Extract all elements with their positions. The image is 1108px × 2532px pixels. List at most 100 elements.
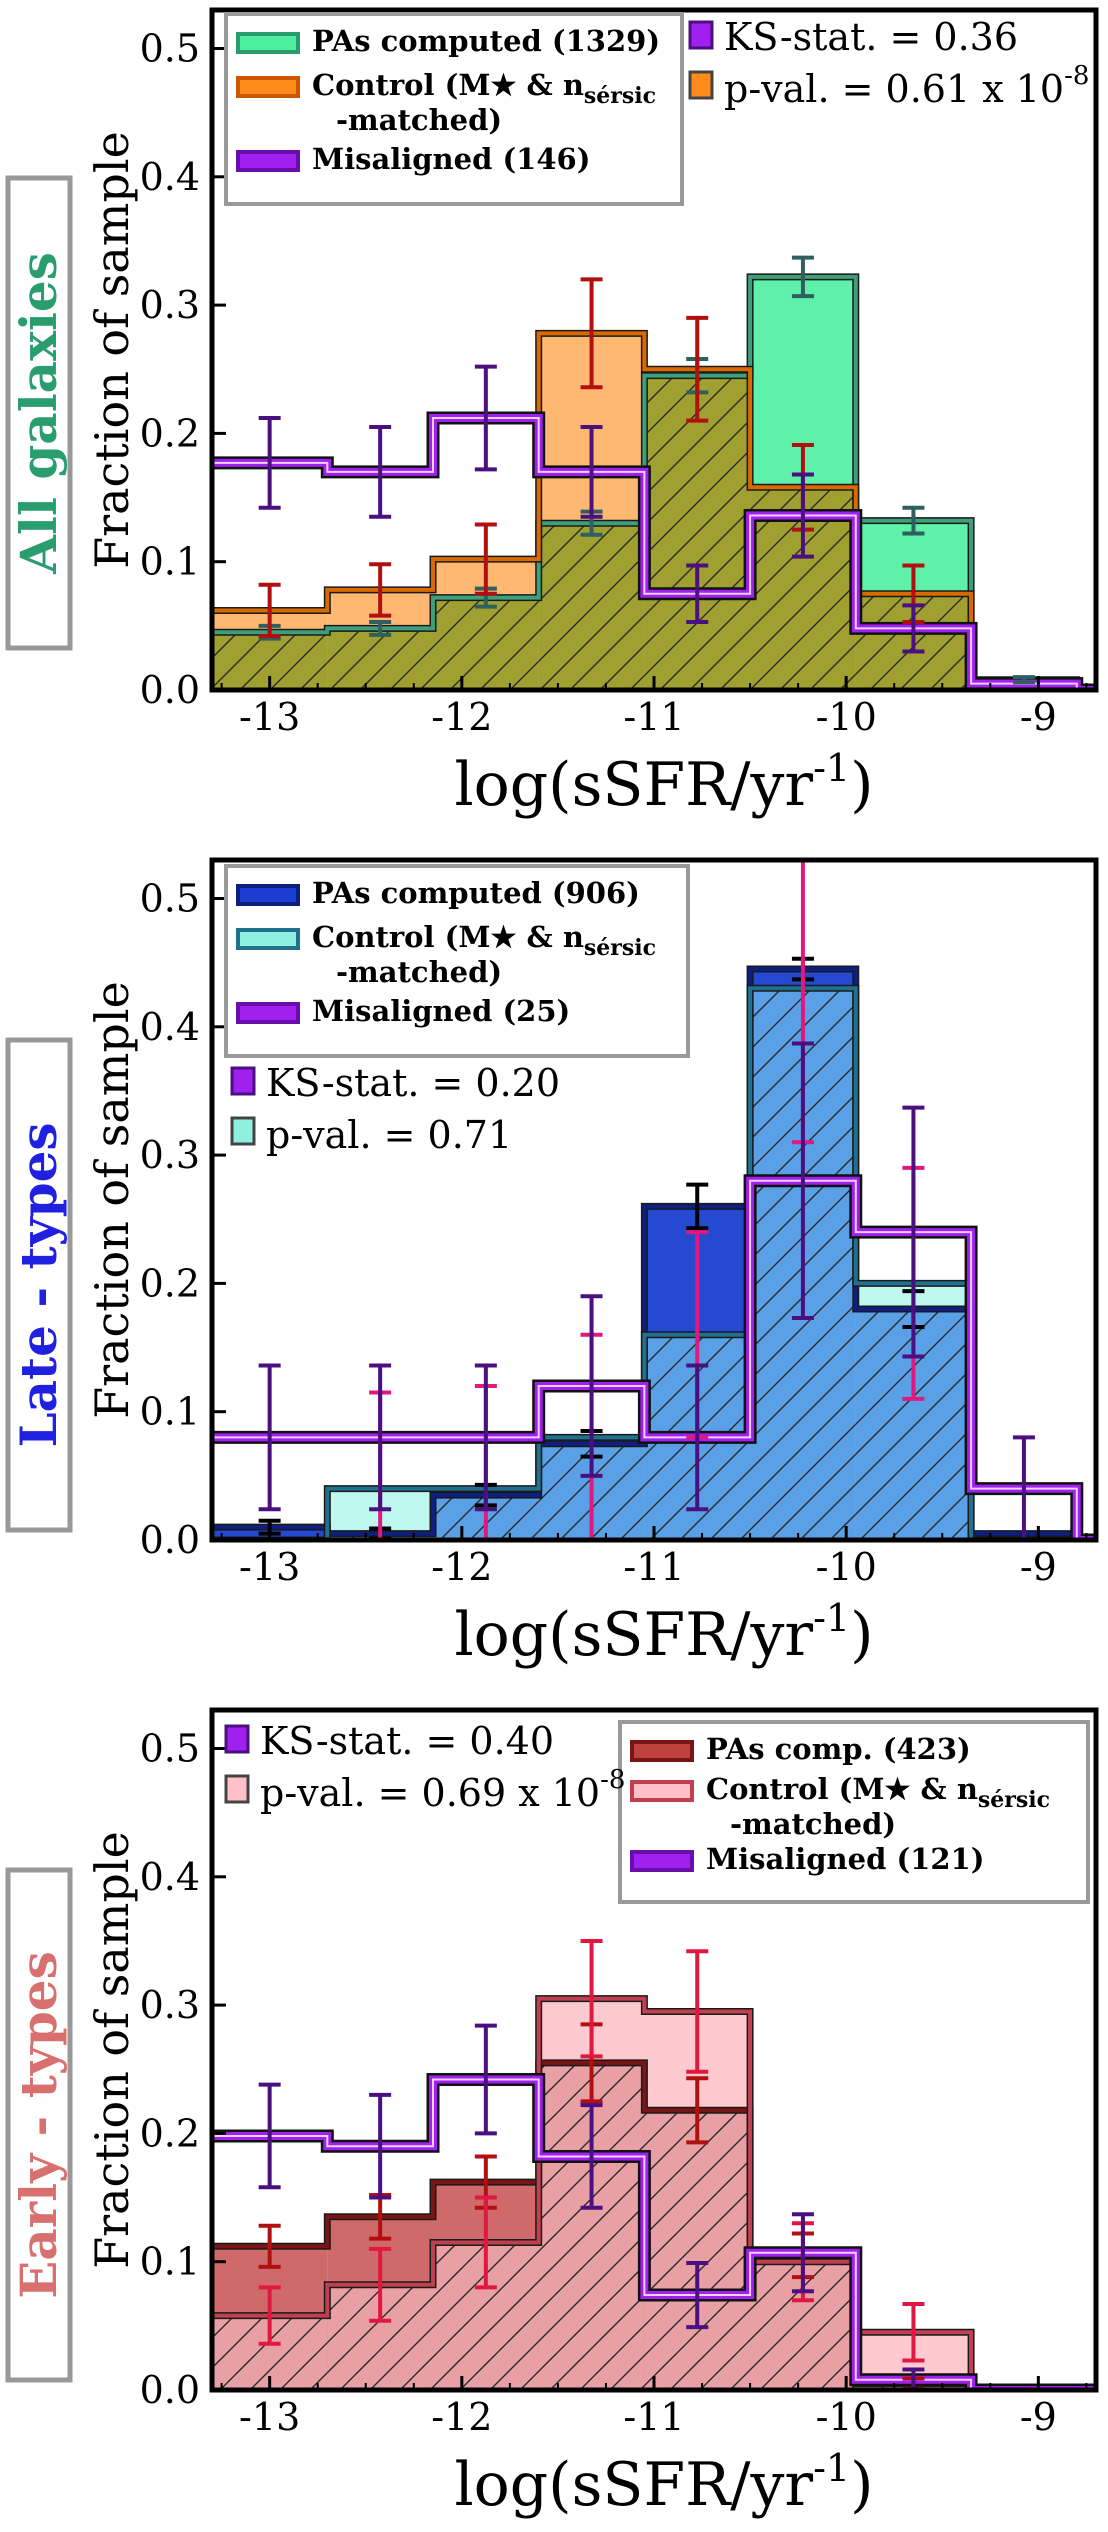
y-axis-title: Fraction of sample	[85, 1831, 139, 2269]
x-axis-title-sup: -1	[813, 746, 850, 790]
legend-label-sub: sérsic	[584, 935, 656, 961]
row-label-text: Late - types	[9, 1122, 68, 1447]
error-bar	[902, 603, 925, 654]
y-tick-label: 0.2	[140, 2111, 200, 2155]
legend-label-main: Control (M★ & n	[312, 68, 584, 102]
plot-area: -13 -12 -11 -10 -9 0.0 0.1 0.2 0.3 0.4 0.5 log(sSFR…	[140, 7, 1099, 820]
y-tick-label: 0.5	[140, 26, 200, 70]
panel-late-types: Late - types Fraction of sample -13 -12 -1…	[5, 857, 1099, 1670]
y-tick-label: 0.3	[140, 1983, 200, 2027]
error-bar	[474, 1363, 497, 1512]
x-tick-label: -13	[239, 1545, 300, 1589]
y-tick-label: 0.1	[140, 540, 200, 584]
ks-stat: KS-stat. = 0.40	[260, 1719, 554, 1763]
x-axis-title-main: log(sSFR/yr	[454, 1600, 813, 1670]
plot-area: -13 -12 -11 -10 -9 0.0 0.1 0.2 0.3 0.4 0.5 log(sSFR…	[140, 857, 1099, 1670]
bar-overlap-4	[644, 2110, 751, 2390]
x-tick-label: -11	[623, 1545, 684, 1589]
legend-label-line2: -matched)	[336, 955, 502, 989]
p-value-sup: -8	[1064, 61, 1089, 91]
x-tick-label: -12	[431, 2395, 492, 2439]
y-axis-title-text: Fraction of sample	[85, 131, 139, 569]
row-label-frame	[5, 1037, 73, 1533]
legend-frame	[618, 1720, 1090, 1904]
x-tick-label: -9	[1020, 695, 1057, 739]
step-1	[212, 1996, 1096, 2390]
legend-swatch	[630, 1780, 694, 1802]
legend-swatch	[236, 32, 300, 54]
error-bar	[258, 2082, 281, 2190]
error-bar	[902, 505, 925, 536]
x-tick-label: -11	[623, 2395, 684, 2439]
bar-overlap-3	[538, 523, 645, 690]
legend-frame	[224, 12, 684, 206]
legend-label-main: Control (M★ & n	[706, 1772, 978, 1806]
p-swatch	[688, 70, 714, 100]
ks-stat: KS-stat. = 0.20	[266, 1061, 560, 1105]
error-bar	[258, 1363, 281, 1512]
error-bar	[258, 416, 281, 510]
ks-stat: KS-stat. = 0.36	[724, 15, 1018, 59]
error-bar	[686, 1949, 709, 2074]
y-tick-label: 0.1	[140, 1390, 200, 1434]
error-bar	[686, 2260, 709, 2330]
histogram-layer	[212, 1938, 1096, 2390]
x-axis-title-end: )	[850, 750, 873, 820]
y-tick-label: 0.5	[140, 1726, 200, 1770]
error-bar	[902, 1105, 925, 1359]
legend-item: Misaligned (25)	[236, 994, 570, 1028]
y-axis-title: Fraction of sample	[85, 131, 139, 569]
x-axis-title-sup: -1	[813, 2446, 850, 2490]
y-tick-label: 0.4	[140, 1855, 200, 1899]
legend: PAs computed (906)Control (M★ & nsérsic-…	[224, 864, 690, 1058]
y-tick-label: 0.4	[140, 155, 200, 199]
error-bar	[580, 277, 603, 390]
bar-overlap-2	[433, 597, 539, 690]
x-tick-label: -12	[431, 695, 492, 739]
error-bar	[686, 2076, 709, 2145]
y-tick-label: 0.3	[140, 283, 200, 327]
x-axis-title-sup: -1	[813, 1596, 850, 1640]
x-axis-title: log(sSFR/yr-1)	[454, 1596, 873, 1670]
y-axis-title: Fraction of sample	[85, 981, 139, 1419]
x-tick-label: -10	[816, 1545, 877, 1589]
stats-box: KS-stat. = 0.36p-val. = 0.61 x 10-8	[688, 15, 1089, 111]
legend-label-line2: -matched)	[730, 1807, 896, 1841]
error-bar	[791, 472, 814, 559]
misaligned-step-highlight	[212, 2078, 1096, 2390]
legend-label: PAs comp. (423)	[706, 1732, 971, 1766]
legend-label: Misaligned (121)	[706, 1842, 984, 1876]
y-tick-label: 0.3	[140, 1133, 200, 1177]
ks-swatch	[230, 1066, 256, 1096]
panel-early-types: Early - types Fraction of sample -13 -12 -…	[5, 1707, 1099, 2520]
x-tick-label: -12	[431, 1545, 492, 1589]
legend-frame	[224, 864, 690, 1058]
legend-label: PAs computed (1329)	[312, 24, 660, 58]
error-bar	[369, 2092, 392, 2200]
ks-swatch	[688, 20, 714, 50]
x-axis-title-main: log(sSFR/yr	[454, 2450, 813, 2520]
error-bar	[369, 1363, 392, 1512]
error-bar	[580, 2103, 603, 2210]
x-axis-title-main: log(sSFR/yr	[454, 750, 813, 820]
x-axis-title-end: )	[850, 2450, 873, 2520]
legend-item: PAs comp. (423)	[630, 1732, 971, 1766]
row-label-frame	[5, 175, 73, 651]
legend-item: Control (M★ & nsérsic-matched)	[630, 1772, 1050, 1841]
bar-overlap-4	[644, 375, 751, 690]
y-tick-label: 0.4	[140, 1005, 200, 1049]
error-bar	[902, 2367, 925, 2390]
legend-swatch	[236, 1002, 300, 1024]
error-bar	[474, 2195, 497, 2290]
x-axis-title: log(sSFR/yr-1)	[454, 746, 873, 820]
p-value: p-val. = 0.69 x 10-8	[260, 1765, 625, 1815]
y-tick-label: 0.2	[140, 411, 200, 455]
error-bar	[1012, 1435, 1035, 1540]
x-tick-label: -13	[239, 695, 300, 739]
x-tick-label: -13	[239, 2395, 300, 2439]
legend-swatch	[630, 1850, 694, 1872]
row-label-box: Early - types	[5, 1867, 73, 2383]
error-bar	[258, 582, 281, 639]
y-tick-label: 0.0	[140, 1518, 200, 1562]
